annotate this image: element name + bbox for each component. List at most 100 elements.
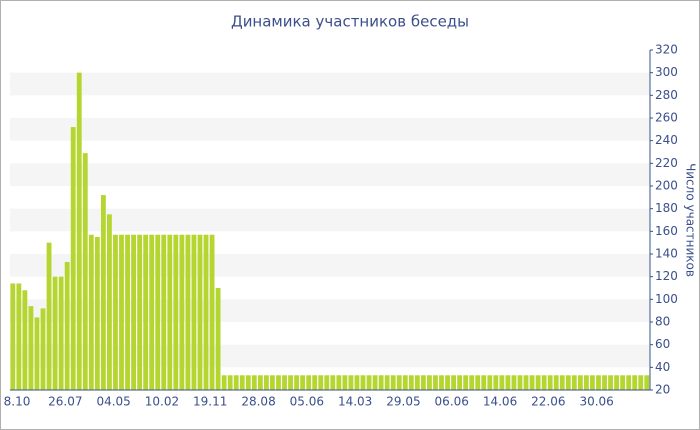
bar — [137, 234, 143, 390]
grid-band — [10, 254, 650, 277]
bar — [463, 375, 469, 390]
x-tick-label: 8.10 — [4, 395, 31, 409]
x-tick-label: 22.06 — [531, 395, 565, 409]
bar — [288, 375, 293, 390]
y-tick-label: 20 — [655, 383, 670, 397]
bar — [294, 375, 300, 390]
bar — [360, 375, 366, 390]
bar — [439, 375, 444, 390]
y-tick-label: 80 — [655, 315, 670, 329]
bar — [348, 375, 354, 390]
bar — [505, 375, 511, 390]
y-tick-label: 40 — [655, 360, 670, 374]
x-tick-label: 06.06 — [435, 395, 469, 409]
bar — [215, 288, 221, 390]
bar — [257, 375, 263, 390]
chart-title: Динамика участников беседы — [231, 13, 469, 31]
x-tick-label: 26.07 — [48, 395, 82, 409]
bar — [270, 375, 275, 390]
y-tick-label: 220 — [655, 156, 678, 170]
bar — [131, 234, 136, 390]
bar — [94, 237, 100, 390]
bar — [390, 375, 396, 390]
bar — [100, 195, 106, 390]
bar — [203, 234, 209, 390]
bar — [511, 375, 517, 390]
bar — [324, 375, 330, 390]
bar — [632, 375, 638, 390]
bar — [451, 375, 456, 390]
bar — [167, 234, 173, 390]
bar — [384, 375, 390, 390]
y-tick-label: 300 — [655, 65, 678, 79]
grid-band — [10, 299, 650, 322]
y-tick-label: 200 — [655, 179, 678, 193]
bar — [263, 375, 269, 390]
bar — [276, 375, 281, 390]
bar — [70, 127, 76, 391]
bar — [445, 375, 450, 390]
grid-band — [10, 208, 650, 232]
bar — [46, 242, 52, 390]
grid-band — [10, 118, 650, 141]
bar — [179, 234, 185, 390]
grid-band — [10, 163, 650, 186]
bar — [499, 375, 505, 390]
bar — [475, 375, 481, 390]
y-tick-label: 60 — [655, 337, 670, 351]
bar — [602, 375, 607, 390]
bar — [34, 317, 40, 390]
bar — [191, 234, 197, 390]
bar — [565, 375, 571, 390]
bar — [535, 375, 541, 390]
bar — [221, 375, 227, 390]
bar — [336, 375, 342, 390]
bar — [149, 234, 155, 390]
bar — [185, 234, 191, 390]
bar — [143, 234, 149, 390]
bar — [420, 375, 426, 390]
bar — [396, 375, 402, 390]
y-tick-label: 100 — [655, 292, 678, 306]
bar — [197, 234, 203, 390]
bar — [16, 283, 22, 390]
bar — [82, 153, 88, 390]
y-tick-label: 240 — [655, 133, 678, 147]
bar — [372, 375, 378, 390]
bar — [155, 234, 161, 390]
bar — [529, 375, 535, 390]
bar — [469, 375, 475, 390]
bar — [638, 375, 644, 390]
x-tick-label: 05.06 — [290, 395, 324, 409]
bar — [125, 234, 130, 390]
bar — [342, 375, 348, 390]
bar — [571, 375, 577, 390]
y-tick-label: 180 — [655, 201, 678, 215]
bar — [590, 375, 595, 390]
x-tick-label: 04.05 — [96, 395, 130, 409]
x-tick-label: 19.11 — [193, 395, 227, 409]
x-tick-label: 28.08 — [241, 395, 275, 409]
bar — [378, 375, 384, 390]
bar — [517, 375, 523, 390]
bar — [366, 375, 372, 390]
bar — [402, 375, 408, 390]
y-axis-label: Число участников — [684, 163, 698, 277]
x-tick-label: 14.03 — [338, 395, 372, 409]
bar — [487, 375, 493, 390]
y-tick-label: 320 — [655, 43, 678, 57]
y-tick-label: 140 — [655, 247, 678, 261]
bar — [52, 276, 58, 390]
grid-band — [10, 344, 650, 368]
y-tick-label: 160 — [655, 224, 678, 238]
bar — [427, 375, 432, 390]
grid-band — [10, 72, 650, 96]
bar — [626, 375, 632, 390]
bar — [245, 375, 251, 390]
bar — [547, 375, 553, 390]
bar — [40, 308, 46, 390]
bar — [644, 375, 650, 390]
y-tick-label: 260 — [655, 111, 678, 125]
bar — [608, 375, 613, 390]
